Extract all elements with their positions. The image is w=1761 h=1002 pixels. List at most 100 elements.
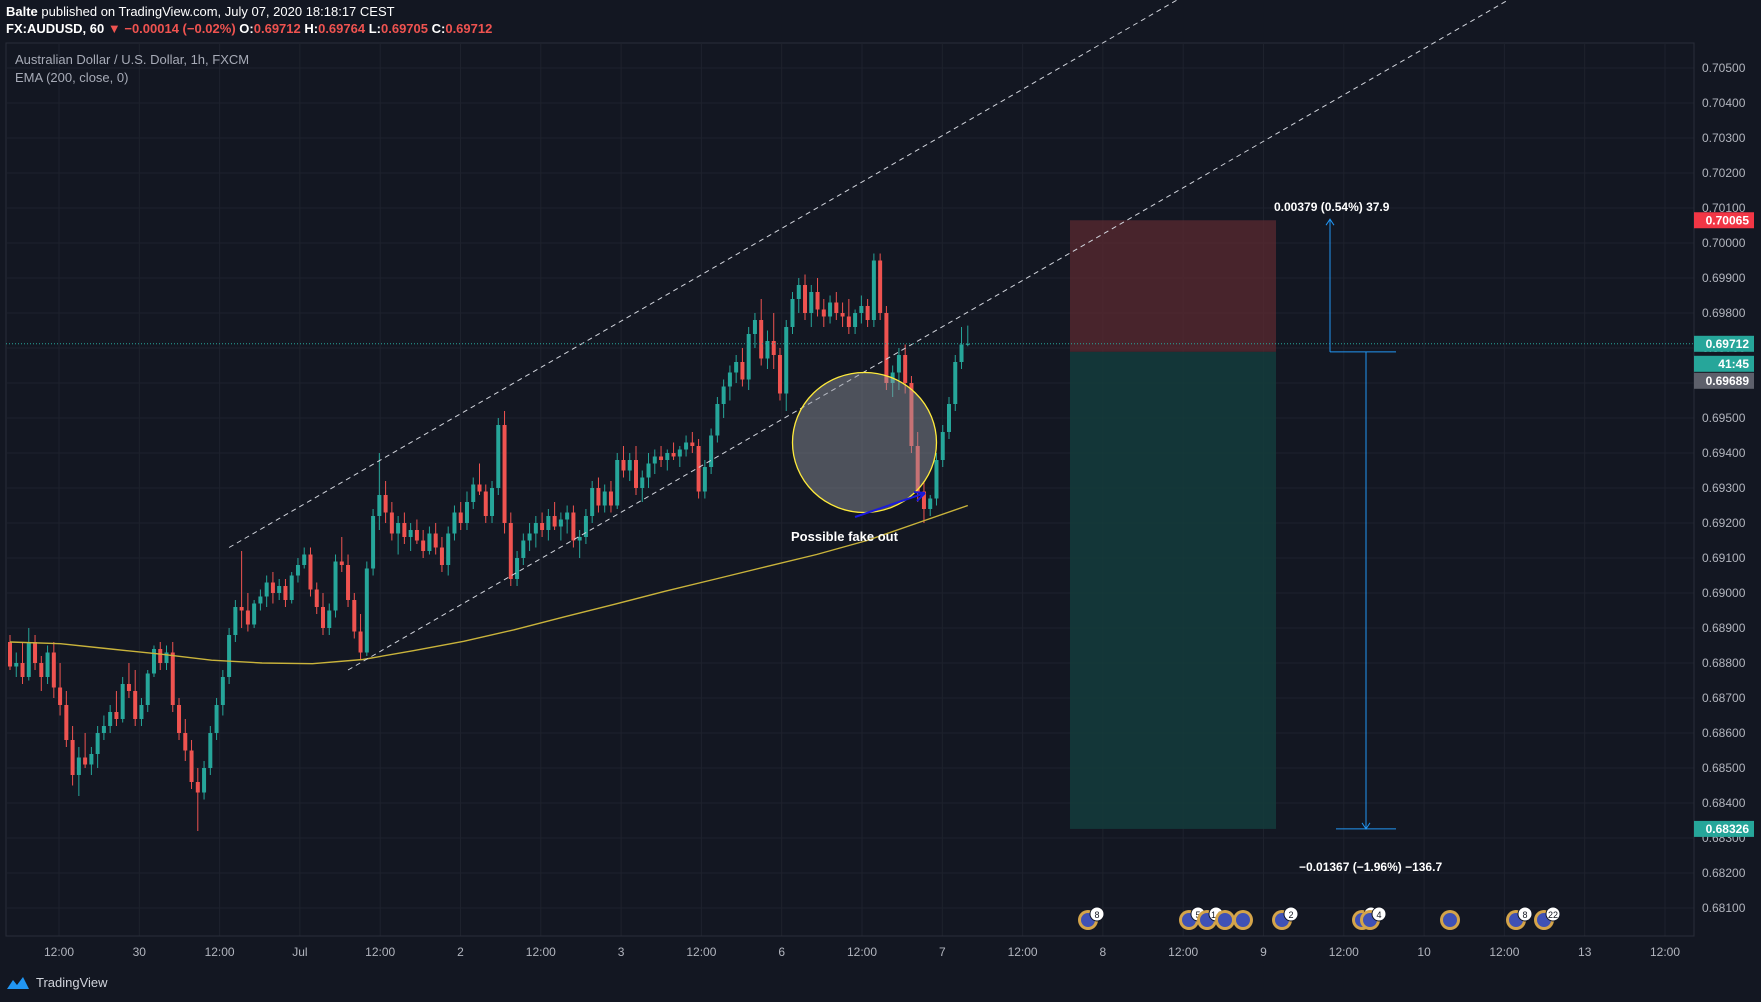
candle-body [352, 600, 357, 632]
candle-body [220, 677, 225, 705]
candle-body [684, 442, 689, 450]
footer-brand[interactable]: TradingView [6, 975, 108, 990]
fakeout-label: Possible fake out [791, 529, 899, 544]
candle-body [45, 652, 50, 677]
candle-body [502, 425, 507, 523]
price-tick-label: 0.70100 [1702, 201, 1746, 215]
time-axis[interactable]: 12:00 30 12:00 Jul 12:00 2 12:00 3 12:00 6 12:00 7 1… [6, 935, 1694, 959]
candle-body [108, 712, 113, 726]
candle-body [195, 782, 200, 793]
candle-body [421, 540, 426, 551]
event-flag-inner [1443, 913, 1457, 927]
candle-body [477, 484, 482, 492]
event-count-badge [1089, 906, 1105, 922]
candle-body [483, 491, 488, 516]
candle-body [126, 684, 131, 691]
loss-measure-label: −0.01367 (−1.96%) −136.7 [1299, 860, 1442, 874]
price-axis[interactable]: 0.705000.704000.703000.702000.701000.700… [1693, 43, 1754, 936]
event-flag-inner [1218, 913, 1232, 927]
candle-body [909, 383, 914, 446]
candle-body [270, 582, 275, 593]
grid [6, 43, 1694, 936]
change-value: ▼ −0.00014 (−0.02%) [107, 21, 236, 36]
candle-body [721, 386, 726, 404]
symbol-label: FX:AUDUSD, 60 [6, 21, 105, 36]
price-label-last-text: 0.69712 [1706, 337, 1750, 351]
candle-body [264, 582, 269, 597]
candle-body [402, 523, 407, 537]
time-tick-label: 3 [618, 945, 625, 959]
candle-body [377, 495, 382, 516]
take-profit-zone [1070, 351, 1276, 829]
candle-body [433, 533, 438, 548]
candle-body [765, 341, 770, 359]
time-tick-label: 12:00 [44, 945, 74, 959]
candle-body [784, 327, 789, 394]
price-tick-label: 0.69800 [1702, 306, 1746, 320]
candle-body [796, 285, 801, 299]
ema-line [9, 504, 969, 665]
open-value: 0.69712 [253, 21, 301, 36]
candle-body [959, 344, 964, 362]
high-value: 0.69764 [318, 21, 366, 36]
price-tick-label: 0.68400 [1702, 796, 1746, 810]
candle-body [145, 673, 150, 705]
time-tick-label: 8 [1100, 945, 1107, 959]
price-label-stop-text: 0.70065 [1706, 213, 1750, 227]
candle-body [583, 516, 588, 537]
candle-body [20, 663, 25, 677]
price-tick-label: 0.69000 [1702, 586, 1746, 600]
candle-body [364, 568, 369, 653]
candle-body [277, 586, 282, 593]
event-count-text: 8 [1522, 910, 1527, 920]
time-tick-label: 9 [1260, 945, 1267, 959]
candle-body [634, 460, 638, 488]
candle-body [552, 516, 557, 527]
candle-body [496, 425, 501, 488]
candle-body [803, 285, 808, 313]
candle-body [546, 516, 551, 530]
candle-body [439, 547, 444, 565]
time-tick-label: Jul [292, 945, 307, 959]
candle-body [665, 453, 670, 460]
candle-body [652, 456, 657, 464]
candle-body [333, 561, 338, 611]
candle-body [371, 516, 376, 569]
candle-body [521, 540, 526, 558]
candle-body [727, 372, 732, 387]
price-tick-label: 0.68500 [1702, 761, 1746, 775]
candle-body [289, 575, 294, 600]
author-name[interactable]: Balte [6, 4, 38, 19]
candle-body [821, 309, 826, 317]
chart-legend-title: Australian Dollar / U.S. Dollar, 1h, FXC… [15, 52, 249, 67]
fakeout-arrow [854, 492, 926, 518]
economic-events: 85142274822 [1078, 906, 1561, 930]
candle-body [903, 355, 908, 383]
candle-body [427, 533, 432, 551]
candle-body [915, 446, 920, 492]
published-text: published on TradingView.com, July 07, 2… [41, 4, 395, 19]
candle-body [771, 341, 776, 355]
event-flag-inner [1236, 913, 1250, 927]
close-label: C: [431, 21, 446, 36]
publish-info: Balte published on TradingView.com, July… [6, 4, 395, 19]
ema-legend: EMA (200, close, 0) [15, 70, 128, 85]
price-label-stop [1694, 212, 1754, 229]
candle-body [170, 652, 175, 705]
low-value: 0.69705 [381, 21, 428, 36]
candle-body [828, 302, 833, 317]
candle-body [508, 523, 513, 579]
time-tick-label: 12:00 [847, 945, 877, 959]
candle-body [33, 642, 38, 663]
chart-pane[interactable] [5, 42, 1695, 937]
channel-upper-line [228, 0, 1179, 548]
price-label-entry [1694, 372, 1754, 389]
candle-body [790, 299, 795, 327]
price-tick-label: 0.68200 [1702, 866, 1746, 880]
event-count-text: 5 [1195, 910, 1200, 920]
candle-body [884, 313, 889, 383]
candle-body [621, 460, 626, 471]
candle-body [896, 355, 901, 373]
price-tick-label: 0.70200 [1702, 166, 1746, 180]
